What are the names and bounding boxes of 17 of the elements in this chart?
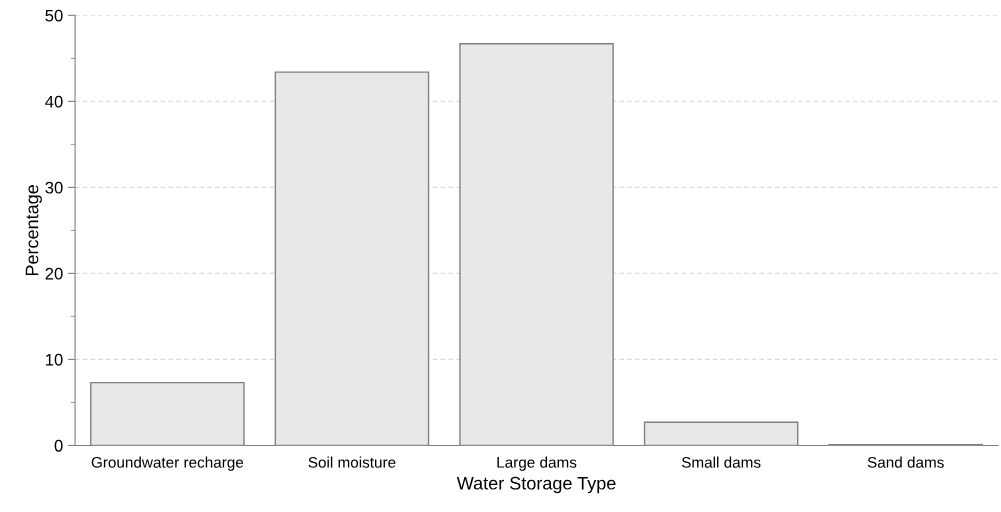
y-axis-title: Percentage	[25, 185, 42, 276]
x-tick-label: Sand dams	[867, 456, 944, 468]
x-axis-title: Water Storage Type	[456, 476, 616, 494]
y-tick-label: 30	[45, 181, 63, 194]
x-tick-label: Large dams	[497, 456, 577, 471]
bar	[459, 43, 614, 446]
y-tick-label: 20	[45, 267, 63, 280]
y-tick-label: 40	[45, 95, 63, 108]
y-tick-label: 50	[45, 9, 63, 22]
bar	[274, 71, 430, 446]
x-tick-label: Small dams	[681, 456, 761, 468]
x-tick-label: Soil moisture	[308, 456, 396, 468]
bar	[643, 421, 799, 446]
y-tick-label: 0	[54, 439, 63, 452]
y-tick-label: 10	[46, 353, 63, 366]
bar	[90, 381, 245, 446]
x-tick-label: Groundwater recharge	[91, 456, 244, 471]
